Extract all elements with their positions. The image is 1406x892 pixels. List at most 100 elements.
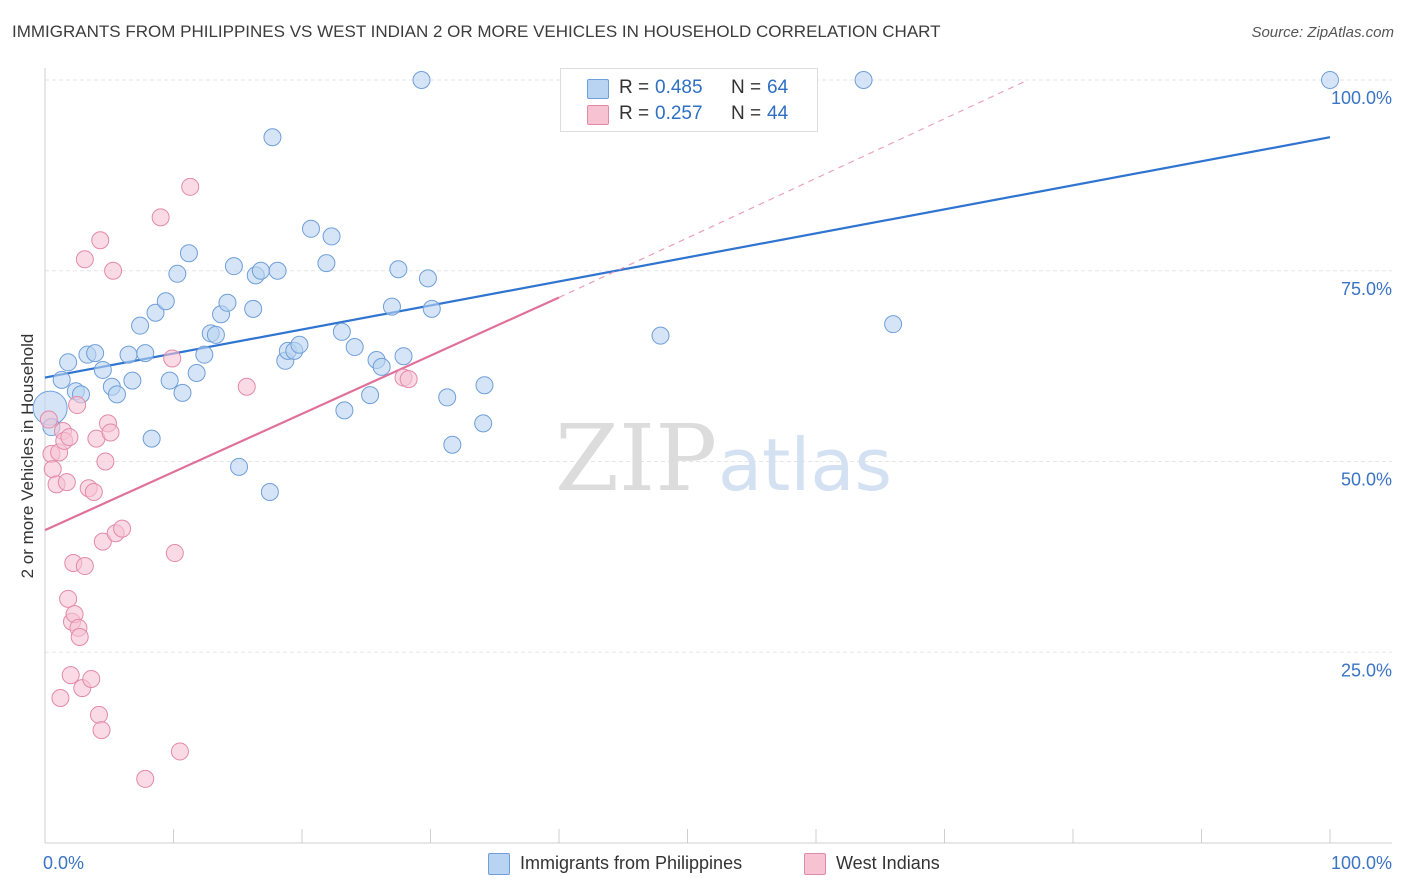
watermark-atlas: atlas bbox=[718, 423, 892, 507]
data-point-philippines[interactable] bbox=[651, 326, 670, 345]
data-point-philippines[interactable] bbox=[52, 370, 71, 389]
data-point-philippines[interactable] bbox=[224, 257, 243, 276]
data-point-philippines[interactable] bbox=[146, 303, 165, 322]
data-point-philippines[interactable] bbox=[107, 385, 126, 404]
data-point-philippines[interactable] bbox=[438, 388, 457, 407]
data-point-west-indians[interactable] bbox=[170, 742, 189, 761]
data-point-philippines[interactable] bbox=[59, 353, 78, 372]
watermark: ZIP atlas bbox=[555, 405, 892, 512]
n-value: 44 bbox=[767, 103, 789, 124]
y-tick-label: 75.0% bbox=[1341, 279, 1392, 299]
data-point-philippines[interactable] bbox=[230, 457, 249, 476]
data-point-philippines[interactable] bbox=[260, 483, 279, 502]
data-point-west-indians[interactable] bbox=[92, 721, 111, 740]
data-point-west-indians[interactable] bbox=[39, 410, 58, 429]
data-point-philippines[interactable] bbox=[475, 376, 494, 395]
legend-label: Immigrants from Philippines bbox=[520, 853, 743, 873]
data-point-philippines[interactable] bbox=[418, 269, 437, 288]
data-point-philippines[interactable] bbox=[1321, 71, 1339, 89]
data-point-west-indians[interactable] bbox=[61, 666, 80, 685]
data-point-west-indians[interactable] bbox=[51, 689, 70, 708]
data-point-philippines[interactable] bbox=[187, 363, 206, 382]
data-point-west-indians[interactable] bbox=[43, 460, 62, 479]
pink-swatch-icon bbox=[587, 105, 609, 125]
data-point-philippines[interactable] bbox=[119, 345, 138, 364]
data-point-west-indians[interactable] bbox=[84, 483, 103, 502]
data-point-philippines[interactable] bbox=[251, 261, 270, 280]
data-point-west-indians[interactable] bbox=[59, 589, 78, 608]
data-point-philippines[interactable] bbox=[93, 360, 112, 379]
data-point-west-indians[interactable] bbox=[75, 557, 94, 576]
data-point-west-indians[interactable] bbox=[136, 769, 155, 788]
data-point-philippines[interactable] bbox=[317, 254, 336, 273]
data-point-philippines[interactable] bbox=[173, 383, 192, 402]
data-point-philippines[interactable] bbox=[156, 292, 175, 311]
data-point-philippines[interactable] bbox=[335, 401, 354, 420]
data-point-philippines[interactable] bbox=[206, 325, 225, 344]
data-point-philippines[interactable] bbox=[290, 335, 309, 354]
data-point-philippines[interactable] bbox=[394, 347, 413, 366]
chart-title: IMMIGRANTS FROM PHILIPPINES VS WEST INDI… bbox=[12, 22, 941, 41]
data-point-philippines[interactable] bbox=[361, 386, 380, 405]
r-value: 0.257 bbox=[655, 103, 703, 124]
data-point-west-indians[interactable] bbox=[60, 428, 79, 447]
data-point-philippines[interactable] bbox=[301, 219, 320, 238]
source-credit: Source: ZipAtlas.com bbox=[1251, 24, 1394, 41]
data-point-philippines[interactable] bbox=[443, 435, 462, 454]
data-point-west-indians[interactable] bbox=[96, 452, 115, 471]
data-point-philippines[interactable] bbox=[131, 316, 150, 335]
data-point-philippines[interactable] bbox=[218, 293, 237, 312]
pink-square-icon bbox=[804, 853, 826, 875]
data-point-west-indians[interactable] bbox=[68, 396, 87, 415]
data-point-philippines[interactable] bbox=[422, 299, 441, 318]
data-point-west-indians[interactable] bbox=[104, 261, 123, 280]
data-point-west-indians[interactable] bbox=[151, 208, 170, 227]
data-point-philippines[interactable] bbox=[244, 299, 263, 318]
data-point-west-indians[interactable] bbox=[75, 250, 94, 269]
data-point-philippines[interactable] bbox=[854, 71, 873, 89]
y-tick-label: 100.0% bbox=[1331, 88, 1392, 108]
legend-item-west-indians[interactable]: West Indians bbox=[804, 852, 974, 876]
data-point-philippines[interactable] bbox=[345, 338, 364, 357]
data-point-philippines[interactable] bbox=[884, 315, 903, 334]
data-point-philippines[interactable] bbox=[179, 244, 198, 263]
y-axis-label: 2 or more Vehicles in Household bbox=[18, 334, 37, 579]
data-point-philippines[interactable] bbox=[412, 71, 431, 89]
data-point-west-indians[interactable] bbox=[93, 532, 112, 551]
legend-item-philippines[interactable]: Immigrants from Philippines bbox=[488, 852, 788, 876]
data-point-west-indians[interactable] bbox=[70, 627, 89, 646]
data-point-philippines[interactable] bbox=[332, 322, 351, 341]
data-point-west-indians[interactable] bbox=[237, 377, 256, 396]
blue-square-icon bbox=[488, 853, 510, 875]
data-point-west-indians[interactable] bbox=[101, 423, 120, 442]
data-point-philippines[interactable] bbox=[474, 414, 493, 433]
data-point-philippines[interactable] bbox=[268, 261, 287, 280]
data-point-philippines[interactable] bbox=[389, 260, 408, 279]
data-point-philippines[interactable] bbox=[142, 429, 161, 448]
data-point-philippines[interactable] bbox=[263, 128, 282, 147]
data-point-philippines[interactable] bbox=[136, 344, 155, 363]
trendline-west-indians bbox=[44, 296, 560, 532]
x-tick-label: 0.0% bbox=[43, 853, 84, 873]
data-point-west-indians[interactable] bbox=[82, 669, 101, 688]
data-point-west-indians[interactable] bbox=[91, 231, 110, 250]
data-point-philippines[interactable] bbox=[168, 264, 187, 283]
data-point-west-indians[interactable] bbox=[399, 370, 418, 389]
data-point-west-indians[interactable] bbox=[113, 519, 132, 538]
trendline-west-indians-extension bbox=[558, 79, 1029, 298]
data-point-philippines[interactable] bbox=[382, 297, 401, 316]
data-point-west-indians[interactable] bbox=[163, 349, 182, 368]
data-point-west-indians[interactable] bbox=[181, 177, 200, 196]
trend-layer bbox=[44, 79, 1331, 532]
data-point-west-indians[interactable] bbox=[165, 544, 184, 563]
data-point-philippines[interactable] bbox=[160, 371, 179, 390]
data-point-philippines[interactable] bbox=[123, 371, 142, 390]
watermark-zip: ZIP bbox=[555, 405, 717, 512]
data-point-philippines[interactable] bbox=[372, 357, 391, 376]
data-point-west-indians[interactable] bbox=[57, 473, 76, 492]
n-value: 64 bbox=[767, 77, 789, 98]
data-point-philippines[interactable] bbox=[322, 227, 341, 246]
data-point-philippines[interactable] bbox=[195, 345, 214, 364]
data-point-west-indians[interactable] bbox=[89, 705, 108, 724]
data-point-philippines[interactable] bbox=[86, 344, 105, 363]
